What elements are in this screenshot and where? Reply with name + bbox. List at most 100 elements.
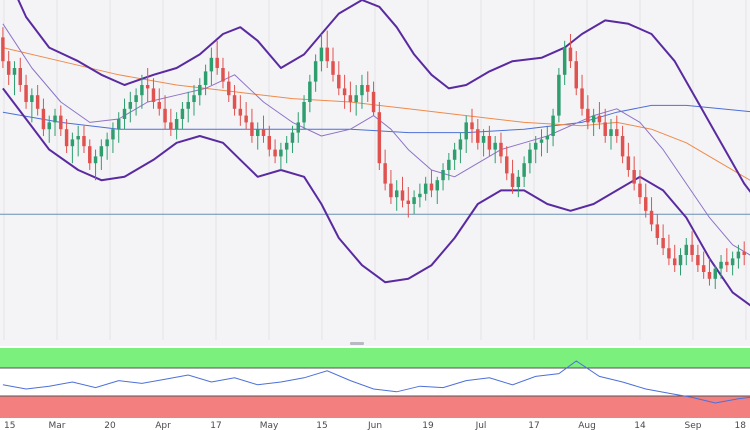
candle-body <box>59 115 63 130</box>
candle <box>255 122 260 150</box>
candle-body <box>140 85 144 96</box>
candle <box>140 74 144 109</box>
candle-body <box>580 88 584 109</box>
candle-body <box>325 47 329 62</box>
candle-body <box>30 95 34 102</box>
candle-body <box>719 261 723 269</box>
candle <box>441 163 445 191</box>
candle <box>111 122 115 153</box>
candle-body <box>18 68 23 85</box>
candle-body <box>557 74 561 116</box>
candle <box>360 74 364 109</box>
candle-body <box>389 183 393 198</box>
candle-body <box>672 258 677 266</box>
x-tick-label: Apr <box>155 421 171 430</box>
x-tick-label: Jul <box>475 421 487 430</box>
candle <box>389 170 393 204</box>
pane-resize-handle[interactable] <box>350 342 364 345</box>
rsi-mid-zone <box>0 368 750 396</box>
candle-body <box>644 197 648 211</box>
candle-body <box>313 61 318 82</box>
candle <box>122 98 127 130</box>
candle-body <box>551 115 555 136</box>
candle <box>284 136 289 164</box>
candle-body <box>82 136 86 147</box>
candle <box>279 142 283 170</box>
candle-body <box>198 85 202 96</box>
candle-body <box>447 159 451 170</box>
candle <box>302 95 306 130</box>
candle-body <box>203 71 208 85</box>
candle <box>290 125 295 153</box>
candle <box>516 170 521 198</box>
candle <box>209 47 214 85</box>
candle-body <box>730 258 735 266</box>
candle-body <box>626 156 631 170</box>
candle <box>394 180 399 211</box>
candle <box>400 176 405 208</box>
candle-body <box>290 132 295 143</box>
candle-body <box>441 170 445 181</box>
candle <box>626 142 631 177</box>
candle-body <box>284 142 289 150</box>
candle-body <box>88 146 92 164</box>
candle <box>296 112 300 143</box>
candle <box>725 248 729 272</box>
candle <box>435 176 439 204</box>
candle <box>696 244 700 272</box>
candle <box>70 132 75 164</box>
candle-body <box>105 139 109 147</box>
x-tick-label: 15 <box>4 421 15 430</box>
x-tick-label: 15 <box>316 421 327 430</box>
candle-body <box>64 129 69 147</box>
candle <box>174 112 179 140</box>
candle-body <box>209 57 214 72</box>
x-tick-label: Mar <box>49 421 66 430</box>
candle-body <box>371 91 376 113</box>
candle <box>487 125 492 157</box>
candle <box>429 170 434 198</box>
candle <box>481 129 486 157</box>
candle-body <box>690 244 694 255</box>
bollinger-lower-band <box>2 87 750 307</box>
candle <box>539 129 544 157</box>
candle-body <box>574 61 578 89</box>
candle-body <box>603 122 607 136</box>
candle-body <box>383 163 387 184</box>
candle <box>684 238 689 266</box>
candle-body <box>273 149 277 157</box>
candle-body <box>47 122 51 130</box>
pane-separator[interactable] <box>0 340 750 346</box>
candle-body <box>678 255 683 266</box>
candle-body <box>261 129 266 136</box>
rsi-overbought-zone <box>0 348 750 368</box>
candle <box>476 119 480 150</box>
candle-body <box>493 142 497 150</box>
candle <box>169 108 173 136</box>
candle <box>273 139 277 164</box>
candle-body <box>337 74 341 89</box>
candle <box>736 244 741 269</box>
candle <box>533 136 538 164</box>
rsi-line <box>2 360 750 404</box>
candle-body <box>510 173 515 187</box>
candle <box>180 102 185 130</box>
candle <box>620 125 625 164</box>
candle <box>348 81 353 113</box>
candle-body <box>505 156 509 174</box>
candle-body <box>476 129 480 143</box>
candle-body <box>244 115 248 123</box>
candlestick-series <box>1 27 746 289</box>
candle <box>603 108 607 143</box>
candle <box>319 34 324 72</box>
candle <box>423 176 428 201</box>
candle <box>76 125 80 157</box>
candle-body <box>296 122 300 133</box>
candle-body <box>250 122 254 136</box>
candle <box>447 153 451 181</box>
candle-body <box>562 47 567 75</box>
candle-body <box>215 57 219 68</box>
candle <box>1 27 5 68</box>
candle <box>371 81 376 116</box>
candle <box>308 74 312 113</box>
